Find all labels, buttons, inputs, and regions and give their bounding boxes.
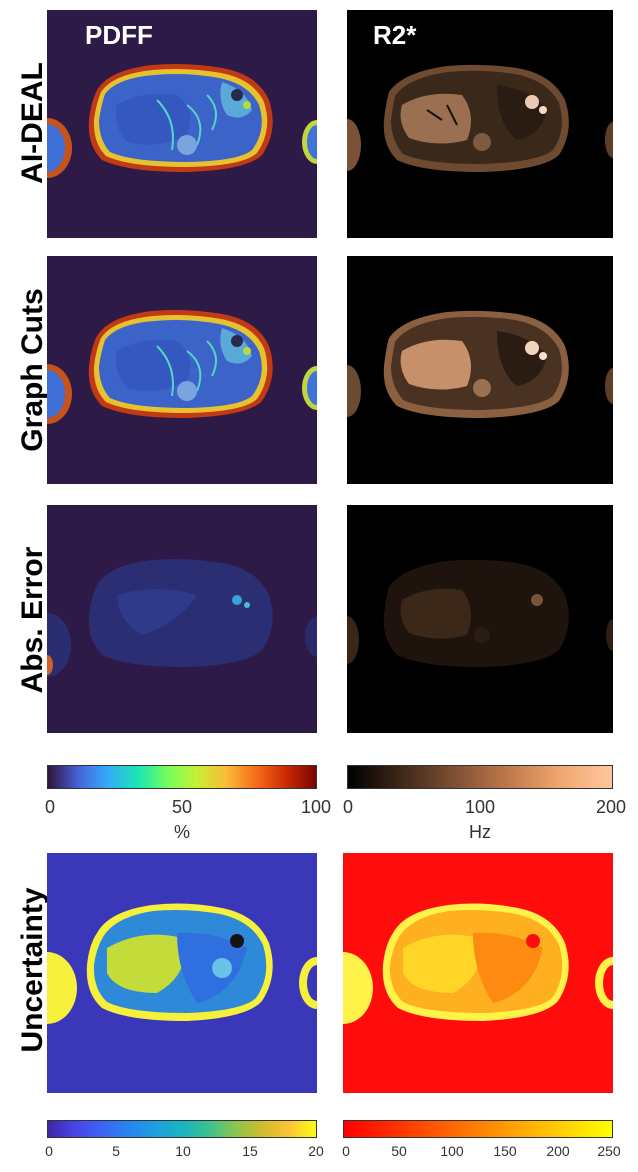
r2-unc-tick-0: 0 xyxy=(342,1143,350,1159)
pdff-unc-tick-10: 10 xyxy=(175,1143,191,1159)
r2-unc-tick-100: 100 xyxy=(440,1143,464,1159)
pdff-unc-tick-0: 0 xyxy=(45,1143,53,1159)
pdff-tick-100: 100 xyxy=(300,797,332,817)
r2star-tick-100: 100 xyxy=(464,797,496,817)
aideal-pdff-map: PDFF xyxy=(47,10,317,238)
r2star-unit: Hz xyxy=(469,822,491,842)
column-title-pdff: PDFF xyxy=(85,20,153,50)
pdff-tick-0: 0 xyxy=(44,797,56,817)
uncertainty-pdff-map xyxy=(47,853,317,1093)
r2-unc-tick-150: 150 xyxy=(493,1143,517,1159)
graphcuts-pdff-map xyxy=(47,256,317,484)
r2-unc-tick-50: 50 xyxy=(391,1143,407,1159)
pdff-unc-tick-15: 15 xyxy=(242,1143,258,1159)
r2-unc-tick-250: 250 xyxy=(597,1143,621,1159)
r2-unc-tick-200: 200 xyxy=(546,1143,570,1159)
pdff-colorbar xyxy=(47,765,317,789)
r2star-uncertainty-colorbar xyxy=(343,1120,613,1138)
pdff-unit: % xyxy=(173,822,191,842)
abserror-pdff-map xyxy=(47,505,317,733)
abserror-r2star-map xyxy=(347,505,617,733)
pdff-uncertainty-colorbar xyxy=(47,1120,317,1138)
r2star-tick-200: 200 xyxy=(595,797,627,817)
graphcuts-r2star-map xyxy=(347,256,617,484)
column-title-r2star: R2* xyxy=(373,20,417,50)
pdff-unc-tick-20: 20 xyxy=(308,1143,324,1159)
uncertainty-r2star-map xyxy=(343,853,613,1093)
r2star-colorbar xyxy=(347,765,613,789)
pdff-tick-50: 50 xyxy=(171,797,193,817)
r2star-tick-0: 0 xyxy=(342,797,354,817)
pdff-unc-tick-5: 5 xyxy=(112,1143,120,1159)
aideal-r2star-map: R2* xyxy=(347,10,617,238)
